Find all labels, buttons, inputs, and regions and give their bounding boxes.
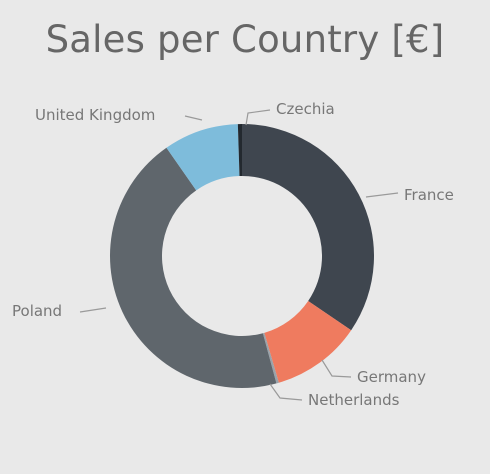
slice-label-czechia: Czechia: [276, 100, 335, 118]
slice-france[interactable]: [242, 124, 374, 331]
leader-line-netherlands: [269, 383, 303, 401]
slice-netherlands[interactable]: [262, 332, 279, 384]
leader-line-poland: [79, 307, 107, 313]
leader-line-france: [365, 192, 399, 198]
slice-label-netherlands: Netherlands: [308, 391, 400, 409]
slice-label-germany: Germany: [357, 368, 426, 386]
slice-united-kingdom[interactable]: [166, 124, 240, 191]
leader-line-germany: [321, 359, 352, 378]
slice-label-poland: Poland: [12, 302, 62, 320]
leader-line-united-kingdom: [184, 115, 203, 121]
leader-line-czechia: [245, 109, 271, 126]
slice-poland[interactable]: [109, 147, 277, 389]
slice-label-united-kingdom: United Kingdom: [35, 106, 155, 124]
slice-czechia[interactable]: [237, 124, 242, 177]
slice-label-france: France: [404, 186, 454, 204]
slice-germany[interactable]: [264, 300, 352, 383]
chart-title: Sales per Country [€]: [45, 18, 445, 61]
